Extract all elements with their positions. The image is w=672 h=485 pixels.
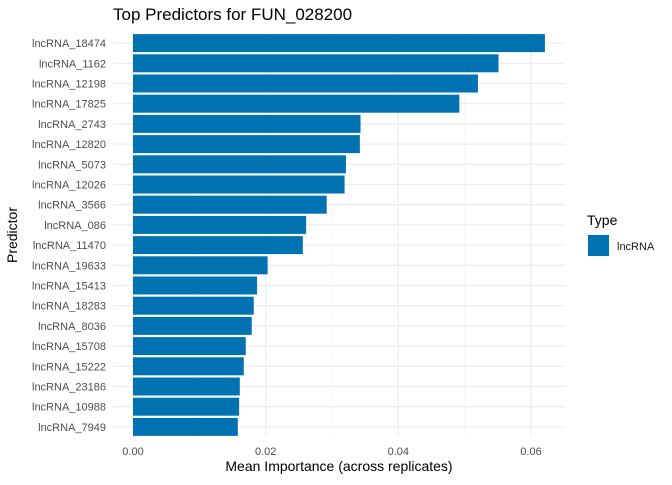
x-tick-label: 0.04	[388, 446, 409, 458]
bar-lncRNA_18474	[133, 34, 545, 53]
bar-lncRNA_15708	[133, 337, 246, 356]
y-tick-label: lncRNA_15708	[32, 341, 106, 353]
bar-lncRNA_15222	[133, 357, 244, 376]
bar-lncRNA_5073	[133, 155, 346, 174]
bar-lncRNA_1162	[133, 54, 499, 73]
bars	[133, 34, 545, 436]
legend-title: Type	[587, 212, 618, 228]
bar-lncRNA_19633	[133, 256, 268, 275]
y-tick-label: lncRNA_12198	[32, 79, 106, 91]
bar-lncRNA_18283	[133, 296, 254, 315]
bar-lncRNA_8036	[133, 316, 252, 335]
y-tick-label: lncRNA_086	[44, 220, 106, 232]
bar-lncRNA_12820	[133, 135, 360, 154]
bar-lncRNA_3566	[133, 195, 327, 214]
y-tick-label: lncRNA_10988	[32, 402, 106, 414]
y-tick-label: lncRNA_19633	[32, 260, 106, 272]
y-tick-label: lncRNA_1162	[39, 58, 106, 70]
bar-lncRNA_12026	[133, 175, 345, 194]
x-tick-label: 0.02	[255, 446, 276, 458]
bar-lncRNA_23186	[133, 377, 240, 396]
y-tick-label: lncRNA_23186	[32, 382, 106, 394]
y-tick-label: lncRNA_7949	[38, 422, 106, 434]
bar-lncRNA_7949	[133, 417, 238, 436]
y-tick-label: lncRNA_18474	[32, 38, 106, 50]
bar-lncRNA_086	[133, 215, 307, 234]
y-tick-label: lncRNA_15222	[32, 361, 106, 373]
y-tick-label: lncRNA_17825	[32, 99, 106, 111]
bar-lncRNA_10988	[133, 397, 240, 416]
bar-lncRNA_2743	[133, 114, 361, 133]
legend: Type lncRNA	[587, 212, 655, 256]
y-tick-label: lncRNA_3566	[38, 200, 106, 212]
bar-lncRNA_12198	[133, 74, 478, 93]
y-tick-label: lncRNA_12820	[32, 139, 106, 151]
x-axis-title: Mean Importance (across replicates)	[225, 458, 452, 474]
grid	[113, 33, 565, 437]
y-tick-labels: lncRNA_18474 lncRNA_1162 lncRNA_12198 lncRN…	[32, 38, 106, 434]
y-tick-label: lncRNA_15413	[32, 281, 106, 293]
y-tick-label: lncRNA_12026	[32, 180, 106, 192]
x-tick-labels: 0.00 0.02 0.04 0.06	[122, 446, 541, 458]
legend-label: lncRNA	[617, 241, 655, 253]
y-axis-title: Predictor	[4, 207, 20, 263]
y-tick-label: lncRNA_2743	[38, 119, 106, 131]
chart-title: Top Predictors for FUN_028200	[113, 5, 352, 24]
legend-key	[588, 235, 609, 256]
x-tick-label: 0.00	[122, 446, 143, 458]
bar-lncRNA_11470	[133, 236, 303, 255]
y-tick-label: lncRNA_11470	[33, 240, 106, 252]
bar-lncRNA_15413	[133, 276, 258, 295]
y-tick-label: lncRNA_8036	[38, 321, 106, 333]
y-tick-label: lncRNA_5073	[38, 159, 106, 171]
y-tick-label: lncRNA_18283	[32, 301, 106, 313]
x-tick-label: 0.06	[520, 446, 541, 458]
bar-lncRNA_17825	[133, 94, 460, 113]
